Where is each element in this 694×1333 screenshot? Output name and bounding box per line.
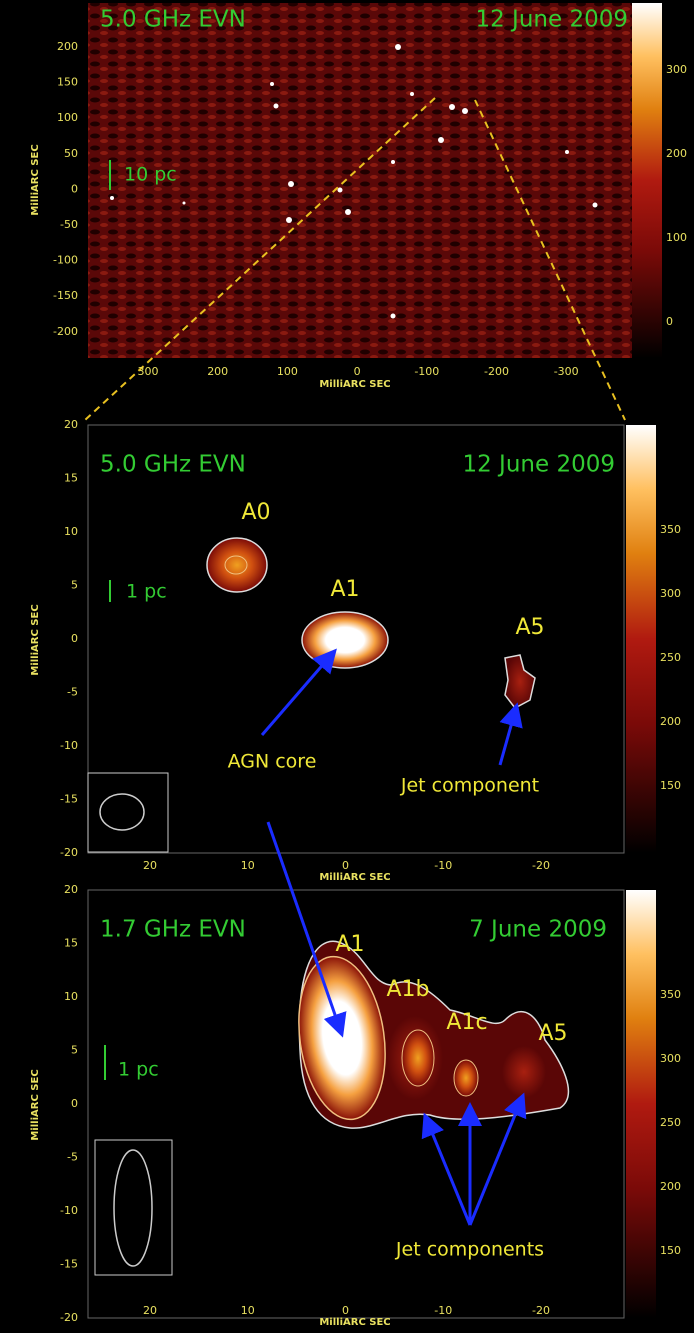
annotation: Jet components: [395, 1239, 544, 1261]
colorbar-tick-label: 350: [660, 988, 681, 1001]
y-tick-label: 5: [71, 1044, 78, 1057]
x-axis-label: MilliARC SEC: [319, 872, 390, 883]
component-blob: [207, 538, 267, 592]
colorbar: [632, 3, 662, 358]
component-blob: [502, 1046, 546, 1098]
y-tick-label: 10: [64, 525, 78, 538]
y-tick-label: -15: [60, 793, 78, 806]
y-tick-label: 0: [71, 182, 78, 195]
x-tick-label: -300: [554, 365, 579, 378]
y-tick-label: -15: [60, 1258, 78, 1271]
x-tick-label: 0: [342, 1304, 349, 1317]
colorbar-tick-label: 150: [660, 779, 681, 792]
x-tick-label: 100: [277, 365, 298, 378]
x-tick-label: 20: [143, 859, 157, 872]
y-tick-label: -5: [67, 1151, 78, 1164]
component-label: A0: [241, 500, 270, 525]
colorbar: [626, 890, 656, 1318]
frequency: 5.0 GHz EVN: [100, 7, 246, 33]
y-tick-label: -200: [53, 325, 78, 338]
annotation: Jet component: [400, 775, 539, 797]
component-label: A1: [330, 577, 359, 602]
scale-label: 10 pc: [124, 164, 177, 186]
component-label: A1c: [446, 1010, 487, 1035]
date: 12 June 2009: [475, 7, 628, 33]
scale-label: 1 pc: [118, 1059, 159, 1081]
y-tick-label: 100: [57, 111, 78, 124]
component-label: A1b: [386, 977, 429, 1002]
y-tick-label: -20: [60, 1311, 78, 1324]
y-tick-label: 200: [57, 40, 78, 53]
y-tick-label: 20: [64, 883, 78, 896]
colorbar-tick-label: 0: [666, 315, 673, 328]
frequency: 5.0 GHz EVN: [100, 452, 246, 478]
colorbar-tick-label: 200: [666, 147, 687, 160]
date: 7 June 2009: [469, 917, 607, 943]
y-axis-label: MilliARC SEC: [30, 604, 41, 675]
y-tick-label: 5: [71, 579, 78, 592]
x-tick-label: 0: [354, 365, 361, 378]
colorbar-tick-label: 200: [660, 1180, 681, 1193]
annotation: AGN core: [228, 751, 317, 773]
x-tick-label: -20: [532, 859, 550, 872]
component-blob: [402, 1030, 434, 1086]
scale-label: 1 pc: [126, 581, 167, 603]
x-tick-label: 200: [207, 365, 228, 378]
y-tick-label: 150: [57, 76, 78, 89]
date: 12 June 2009: [462, 452, 615, 478]
y-tick-label: -150: [53, 289, 78, 302]
colorbar-tick-label: 200: [660, 715, 681, 728]
y-tick-label: -5: [67, 686, 78, 699]
y-tick-label: 0: [71, 1097, 78, 1110]
x-tick-label: -200: [484, 365, 509, 378]
component-label: A1: [335, 932, 364, 957]
x-tick-label: 10: [241, 859, 255, 872]
colorbar-tick-label: 250: [660, 1116, 681, 1129]
y-tick-label: 15: [64, 472, 78, 485]
x-tick-label: -10: [434, 1304, 452, 1317]
x-tick-label: 10: [241, 1304, 255, 1317]
component-label: A5: [538, 1021, 567, 1046]
component-blob: [454, 1060, 478, 1096]
colorbar-tick-label: 300: [660, 1052, 681, 1065]
y-tick-label: 0: [71, 632, 78, 645]
component-label: A5: [515, 615, 544, 640]
component-blob: [302, 612, 388, 668]
y-tick-label: -10: [60, 739, 78, 752]
y-tick-label: 15: [64, 937, 78, 950]
y-axis-label: MilliARC SEC: [30, 1069, 41, 1140]
colorbar-tick-label: 250: [660, 651, 681, 664]
y-tick-label: -100: [53, 254, 78, 267]
colorbar: [626, 425, 656, 853]
x-tick-label: -20: [532, 1304, 550, 1317]
colorbar-tick-label: 300: [660, 587, 681, 600]
y-tick-label: 20: [64, 418, 78, 431]
frequency: 1.7 GHz EVN: [100, 917, 246, 943]
x-tick-label: -100: [414, 365, 439, 378]
x-tick-label: 0: [342, 859, 349, 872]
x-tick-label: 20: [143, 1304, 157, 1317]
y-tick-label: 50: [64, 147, 78, 160]
colorbar-tick-label: 100: [666, 231, 687, 244]
y-tick-label: 10: [64, 990, 78, 1003]
x-tick-label: -10: [434, 859, 452, 872]
x-axis-label: MilliARC SEC: [319, 379, 390, 390]
y-tick-label: -10: [60, 1204, 78, 1217]
colorbar-tick-label: 350: [660, 523, 681, 536]
colorbar-tick-label: 150: [660, 1244, 681, 1257]
x-tick-label: 300: [138, 365, 159, 378]
x-axis-label: MilliARC SEC: [319, 1317, 390, 1328]
figure: 10 pc 5.0 GHz EVN 12 June 2009 A0 A1 A5 …: [0, 0, 694, 1333]
y-tick-label: -50: [60, 218, 78, 231]
y-tick-label: -20: [60, 846, 78, 859]
colorbar-tick-label: 300: [666, 63, 687, 76]
y-axis-label: MilliARC SEC: [30, 144, 41, 215]
